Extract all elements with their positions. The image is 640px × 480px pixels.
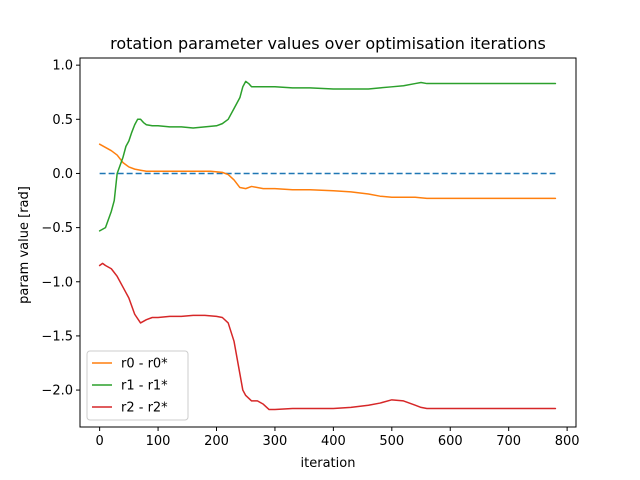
y-axis: −2.0 −1.5 −1.0 −0.5 0.0 0.5 1.0: [41, 59, 80, 399]
series-line-r1: [98, 80, 557, 232]
x-tick-label: 400: [321, 434, 346, 449]
x-tick-label: 800: [555, 434, 580, 449]
series-line-r0: [98, 143, 557, 200]
legend-box: [86, 350, 189, 421]
series-line-r2: [98, 262, 557, 411]
x-axis-label: iteration: [301, 456, 356, 471]
y-tick-label: −0.5: [41, 221, 73, 236]
legend-label: r2 - r2*: [121, 401, 168, 416]
series-layer: [98, 80, 557, 411]
y-tick-label: −1.0: [41, 275, 73, 290]
legend-label: r1 - r1*: [121, 379, 168, 394]
legend-label: r0 - r0*: [121, 357, 168, 372]
y-tick-label: 0.0: [52, 167, 73, 182]
y-axis-label: param value [rad]: [17, 186, 32, 304]
y-tick-label: −1.5: [41, 329, 73, 344]
chart-title: rotation parameter values over optimisat…: [110, 34, 546, 53]
y-tick-label: 0.5: [52, 113, 73, 128]
x-axis: 0 100 200 300 400 500 600 700 800: [95, 427, 580, 449]
x-tick-label: 200: [204, 434, 229, 449]
plot-frame: [79, 57, 577, 428]
x-tick-label: 0: [95, 434, 103, 449]
x-tick-label: 500: [379, 434, 404, 449]
plot-area: [79, 57, 577, 428]
x-tick-label: 300: [263, 434, 288, 449]
x-tick-label: 600: [438, 434, 463, 449]
x-tick-label: 100: [146, 434, 171, 449]
legend: r0 - r0* r1 - r1* r2 - r2*: [86, 350, 189, 421]
x-tick-label: 700: [496, 434, 521, 449]
y-tick-label: −2.0: [41, 384, 73, 399]
y-tick-label: 1.0: [52, 59, 73, 74]
